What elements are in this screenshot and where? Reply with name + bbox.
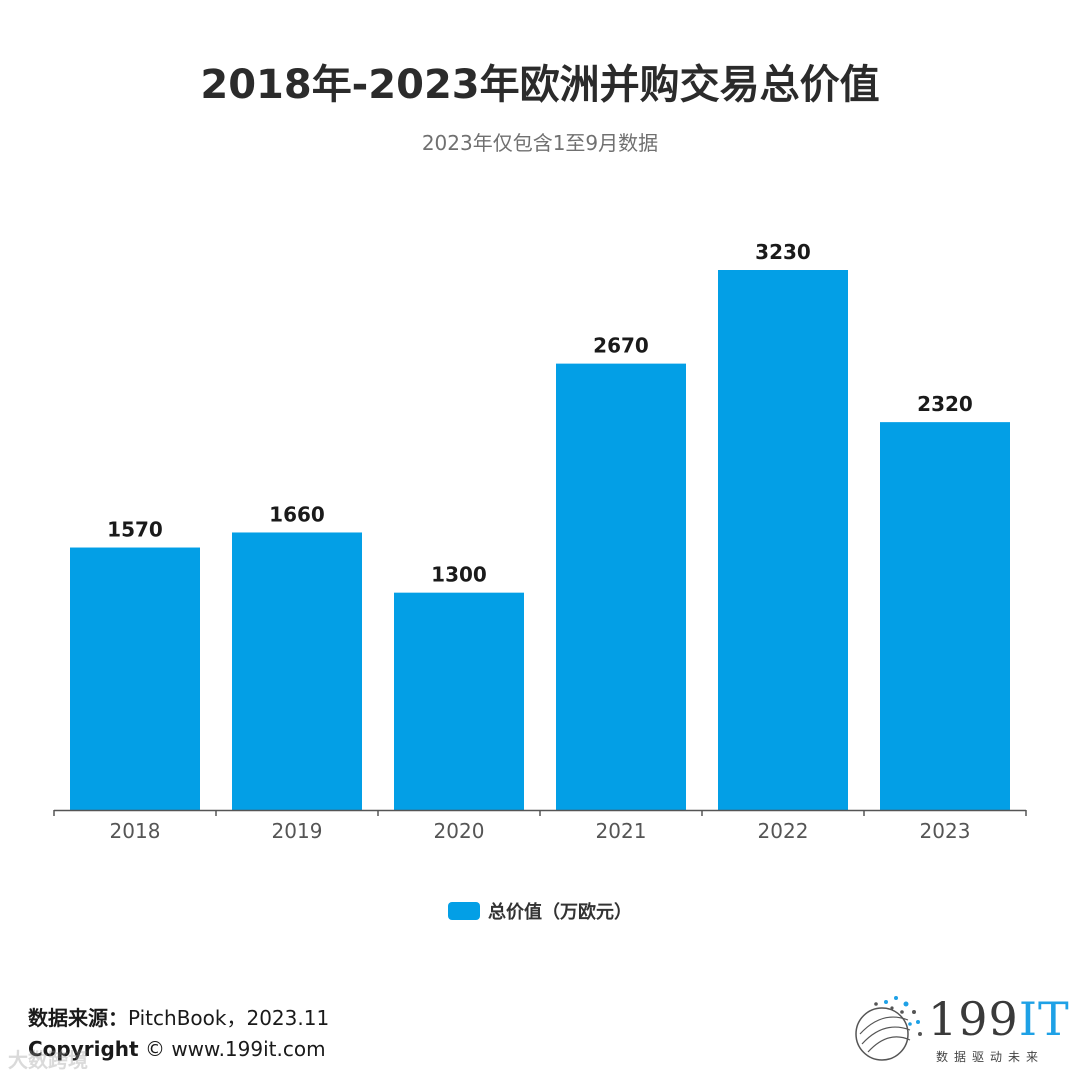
legend-label: 总价值（万欧元） — [488, 902, 632, 923]
legend-swatch — [448, 902, 480, 920]
data-label-2019: 1660 — [269, 502, 325, 526]
bar-2022 — [718, 270, 848, 810]
data-source-value: PitchBook，2023.11 — [128, 1006, 330, 1030]
copyright-url: www.199it.com — [171, 1037, 326, 1061]
logo-dots-icon — [855, 996, 922, 1061]
chart-title: 2018年-2023年欧洲并购交易总价值 — [200, 62, 880, 108]
watermark-text: 大数跨境 — [8, 1048, 88, 1072]
x-tick-label-2018: 2018 — [110, 819, 161, 843]
data-source-label: 数据来源： — [28, 1006, 128, 1030]
copyright-label: Copyright — [28, 1037, 139, 1061]
data-label-2021: 2670 — [593, 334, 649, 358]
chart-subtitle: 2023年仅包含1至9月数据 — [421, 131, 659, 155]
data-label-2023: 2320 — [917, 392, 973, 416]
data-label-2020: 1300 — [431, 563, 487, 587]
x-tick-label-2022: 2022 — [758, 819, 809, 843]
x-tick-label-2020: 2020 — [434, 819, 485, 843]
logo-wordmark: 199IT — [928, 992, 1070, 1046]
legend: 总价值（万欧元） — [0, 898, 1080, 924]
copyright: Copyright © www.199it.com — [28, 1037, 326, 1061]
x-tick-label-2023: 2023 — [920, 819, 971, 843]
logo-letters: IT — [1018, 992, 1070, 1046]
copyright-symbol: © — [144, 1037, 165, 1061]
brand-logo: 199IT 数据驱动未来 — [846, 990, 1069, 1070]
data-label-2018: 1570 — [107, 518, 163, 542]
bar-2020 — [394, 592, 524, 810]
x-tick-label-2021: 2021 — [596, 819, 647, 843]
data-label-2022: 3230 — [755, 240, 811, 264]
logo-number: 199 — [928, 992, 1019, 1046]
bar-2019 — [232, 532, 362, 810]
bar-2018 — [70, 547, 200, 810]
x-tick-label-2019: 2019 — [272, 819, 323, 843]
data-source: 数据来源：PitchBook，2023.11 — [28, 1002, 329, 1031]
bar-2021 — [556, 363, 686, 810]
logo-tagline: 数据驱动未来 — [936, 1050, 1045, 1064]
bar-2023 — [880, 422, 1010, 810]
